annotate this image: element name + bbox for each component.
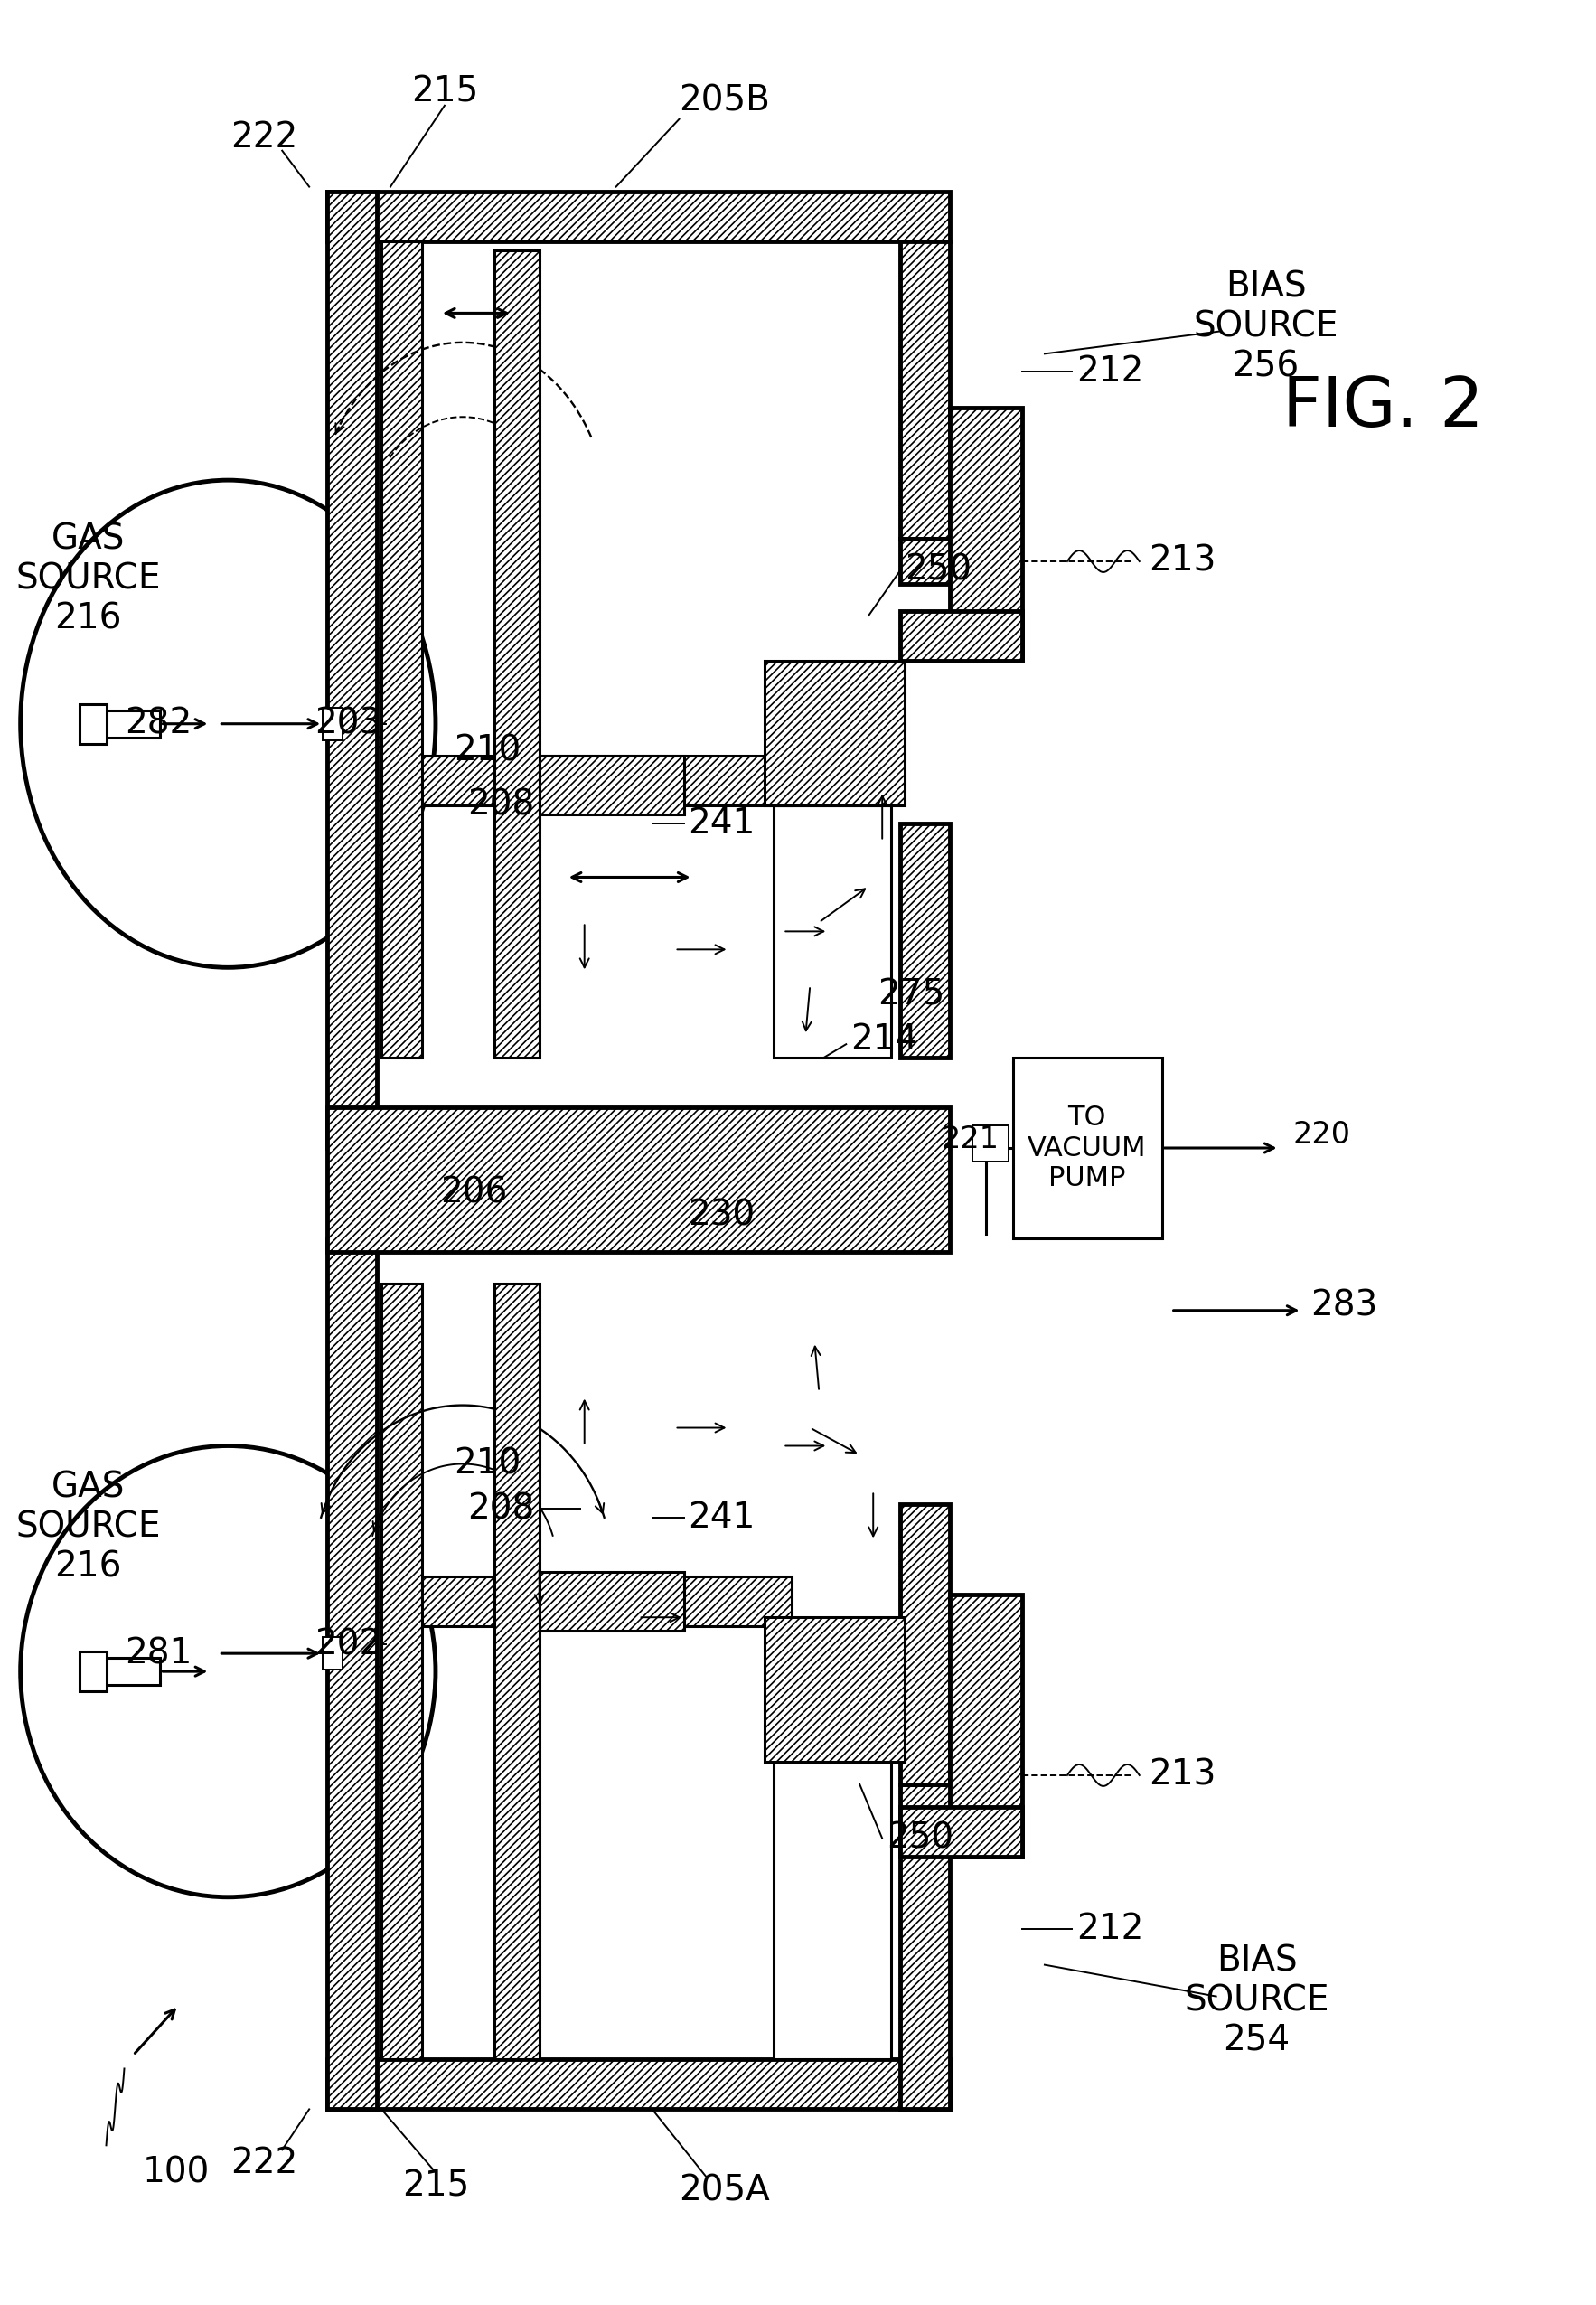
Bar [381,1284,421,2061]
Text: 100: 100 [142,2155,209,2190]
Text: FIG. 2: FIG. 2 [1283,373,1484,440]
Bar [774,804,891,1058]
Text: 250: 250 [905,553,972,588]
Bar [900,242,950,539]
Bar [421,756,792,804]
Text: 213: 213 [1149,544,1216,579]
Bar [900,1807,1021,1856]
Text: TO
VACUUM
PUMP: TO VACUUM PUMP [1028,1104,1146,1192]
Text: 212: 212 [1076,355,1143,390]
Text: 205B: 205B [678,83,769,118]
Bar [80,703,107,745]
Text: 208: 208 [468,788,535,823]
Bar [764,1618,905,1761]
Text: 206: 206 [440,1176,508,1210]
Text: BIAS
SOURCE
256: BIAS SOURCE 256 [1194,270,1339,383]
Text: 208: 208 [468,1491,535,1526]
Text: 203: 203 [314,708,381,740]
Bar [421,1577,792,1627]
Bar [900,611,1021,662]
Text: 214: 214 [851,1023,918,1058]
Bar [495,1284,539,2061]
Text: 215: 215 [402,2169,469,2204]
Bar [322,708,343,740]
Bar [327,1238,377,2109]
Bar [495,249,539,1058]
Bar [381,242,421,1058]
Bar [327,1106,950,1252]
Text: 222: 222 [230,2146,298,2181]
Text: 283: 283 [1310,1288,1377,1323]
Text: 230: 230 [688,1199,755,1233]
Text: 250: 250 [887,1821,954,1856]
Bar [900,1784,1004,1830]
Text: 213: 213 [1149,1759,1216,1793]
Bar [1013,1058,1162,1238]
Bar [322,1637,343,1669]
Bar [327,191,950,242]
Bar [539,1572,683,1632]
Text: 212: 212 [1076,1911,1143,1945]
Text: GAS
SOURCE
216: GAS SOURCE 216 [16,1471,161,1584]
Bar [900,539,1004,583]
Text: 215: 215 [412,74,479,108]
Bar [950,1595,1021,1856]
Bar [539,756,683,814]
Text: 220: 220 [1293,1120,1350,1150]
Bar [80,1653,107,1692]
Text: GAS
SOURCE
216: GAS SOURCE 216 [16,523,161,636]
Text: 205A: 205A [678,2174,769,2208]
Bar [900,823,950,1058]
Bar [764,662,905,804]
Bar [900,1830,950,2109]
Text: 210: 210 [455,733,522,768]
Bar [327,2061,950,2109]
Text: BIAS
SOURCE
254: BIAS SOURCE 254 [1184,1943,1329,2058]
Text: 202: 202 [314,1627,381,1662]
Text: 275: 275 [878,977,945,1012]
Bar [97,710,160,738]
Text: 241: 241 [688,807,755,841]
Bar [97,1657,160,1685]
Bar [972,1125,1009,1162]
Bar [774,1761,891,2061]
Bar [327,191,377,1148]
Text: 282: 282 [124,708,192,740]
Text: 221: 221 [942,1125,999,1155]
Text: 222: 222 [230,120,298,154]
Text: 210: 210 [455,1448,522,1482]
Text: 281: 281 [124,1637,192,1671]
Text: 241: 241 [688,1501,755,1535]
Bar [950,408,1021,662]
Bar [900,1505,950,1784]
